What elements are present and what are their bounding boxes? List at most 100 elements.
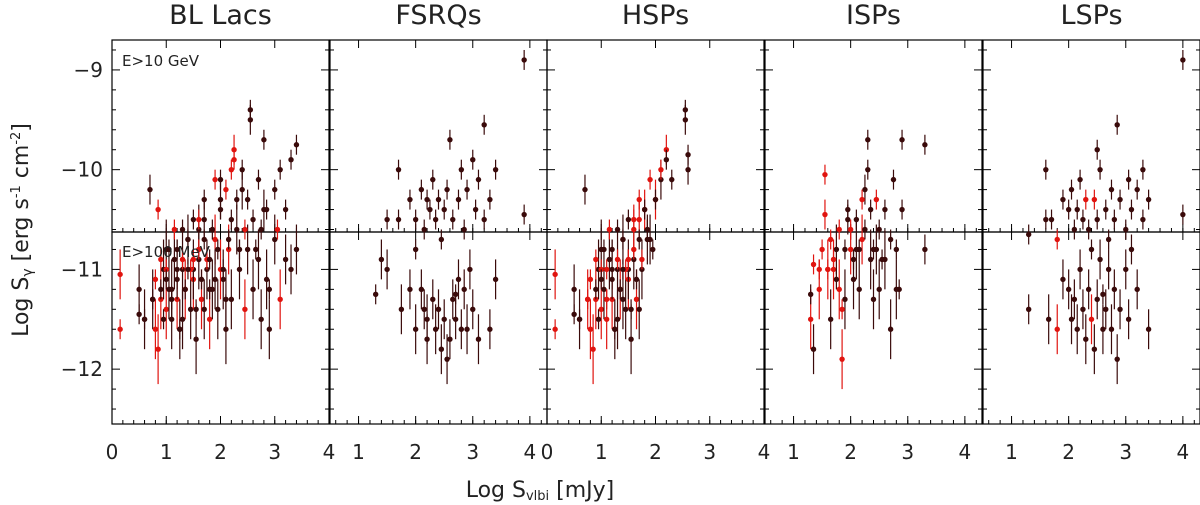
data-point [1123, 266, 1129, 273]
data-point [1103, 206, 1109, 213]
data-point [1074, 326, 1080, 332]
data-point [1080, 216, 1086, 223]
data-point [231, 156, 237, 163]
data-point [584, 296, 591, 303]
data-point [603, 316, 610, 322]
data-point [614, 226, 621, 233]
data-point [896, 286, 902, 293]
data-point [614, 316, 621, 322]
data-point [633, 296, 640, 303]
data-point [819, 246, 825, 253]
data-point [1111, 216, 1118, 223]
data-point [1060, 196, 1066, 203]
data-point [234, 226, 240, 233]
data-point [1077, 176, 1083, 183]
data-point [1100, 326, 1106, 332]
data-point [1088, 316, 1095, 322]
data-point [1145, 326, 1152, 332]
data-point [467, 266, 473, 273]
data-point [1043, 216, 1049, 223]
data-point [438, 346, 445, 352]
panel-titles: BL Lacs FSRQs HSPs ISPs LSPs [169, 0, 1122, 31]
data-point [816, 286, 822, 293]
data-point [136, 311, 142, 317]
data-point [263, 206, 270, 213]
data-point [395, 216, 402, 223]
data-point [1048, 216, 1055, 223]
data-point [1071, 226, 1078, 233]
data-point [424, 336, 430, 342]
data-point [641, 206, 648, 213]
data-point [1097, 166, 1103, 173]
data-point [432, 326, 439, 332]
data-point [1123, 226, 1129, 233]
data-point [598, 276, 604, 283]
data-point [601, 286, 607, 293]
data-point [636, 196, 642, 203]
data-point [155, 346, 161, 352]
data-point [1117, 196, 1123, 203]
data-point [418, 286, 425, 293]
data-point [1054, 236, 1060, 243]
data-point [250, 286, 256, 293]
data-point [185, 236, 191, 243]
x-tick-label: 0 [541, 440, 554, 464]
data-point [882, 206, 888, 213]
x-tick-label: 1 [160, 440, 173, 464]
x-tick-label: 2 [214, 440, 227, 464]
data-point [263, 276, 270, 283]
x-tick-label: 1 [787, 440, 800, 464]
data-point [228, 296, 235, 303]
data-point [658, 166, 664, 173]
data-point [810, 261, 817, 268]
data-point [867, 256, 874, 263]
data-point [1114, 122, 1120, 128]
data-point [1083, 196, 1089, 203]
data-point [1128, 206, 1135, 213]
data-point [435, 196, 442, 203]
data-point [887, 326, 894, 332]
data-point [492, 276, 499, 283]
data-point [160, 316, 167, 322]
data-point [1125, 176, 1132, 183]
data-point [825, 266, 831, 273]
data-point [628, 306, 634, 312]
data-point [163, 306, 169, 312]
data-point [244, 196, 251, 203]
data-point [182, 286, 188, 293]
y-tick-label: −9 [74, 58, 103, 82]
data-point [266, 286, 273, 293]
data-point [247, 107, 254, 113]
data-point [614, 256, 621, 263]
data-point [663, 156, 670, 163]
data-point [582, 186, 588, 193]
data-point [217, 176, 224, 183]
data-point [475, 176, 482, 183]
data-point [856, 286, 862, 293]
data-point [636, 236, 642, 243]
data-point [587, 326, 594, 332]
data-point [149, 296, 156, 303]
data-point [174, 246, 180, 253]
data-point [487, 196, 493, 203]
data-point [807, 316, 814, 322]
data-point [288, 266, 294, 273]
data-point [1094, 216, 1100, 223]
data-point [258, 226, 264, 233]
data-point [833, 276, 840, 283]
data-point [288, 156, 294, 163]
data-point [421, 226, 427, 233]
data-point [458, 166, 465, 173]
data-point [1074, 206, 1080, 213]
data-point [158, 256, 164, 263]
data-point [839, 356, 845, 362]
data-point [652, 196, 659, 203]
y-axis-label: Log Sγ [erg s-1 cm-2] [9, 123, 36, 337]
data-point [876, 226, 882, 233]
data-point [887, 236, 894, 243]
data-point [922, 142, 928, 148]
data-point [609, 276, 615, 283]
panel-title: HSPs [622, 0, 689, 31]
data-point [418, 186, 425, 193]
data-point [552, 271, 558, 278]
